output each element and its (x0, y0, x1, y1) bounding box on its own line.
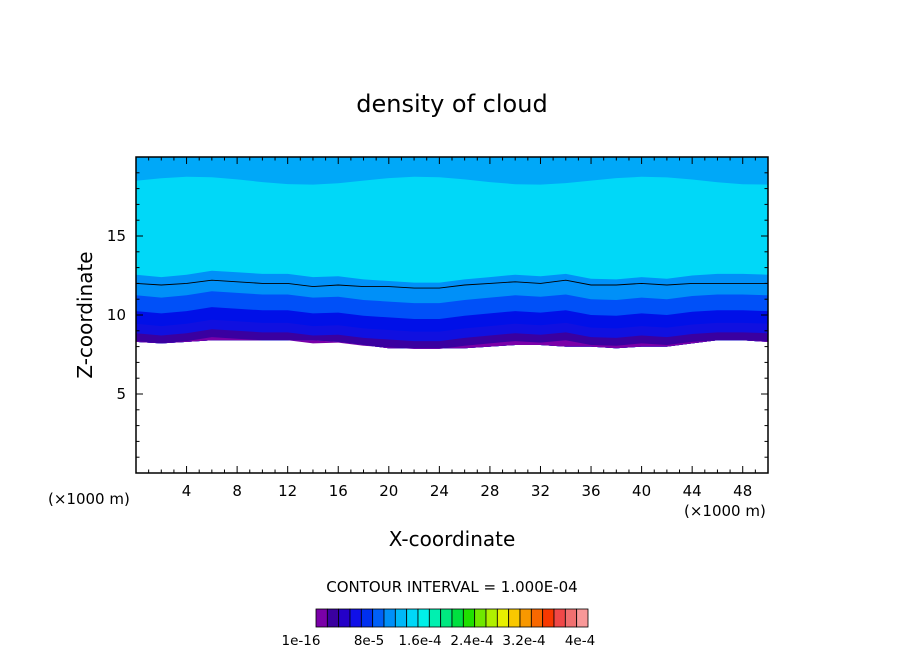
contour-interval-label: CONTOUR INTERVAL = 1.000E-04 (326, 578, 577, 596)
contour-band (136, 329, 768, 349)
x-tick-label: 16 (329, 482, 348, 500)
colorbar-swatch (553, 608, 566, 628)
x-tick-label: 36 (581, 482, 600, 500)
colorbar-swatch (315, 608, 328, 628)
colorbar-swatch (508, 608, 521, 628)
x-axis-label: X-coordinate (389, 527, 516, 551)
x-tick-label: 4 (182, 482, 192, 500)
x-unit-left: (×1000 m) (48, 490, 130, 508)
colorbar-swatch (576, 608, 589, 628)
colorbar-swatch (372, 608, 385, 628)
y-tick-labels: 5 10 15 (107, 227, 126, 403)
x-tick-labels: 4 8 12 16 20 24 28 32 36 40 44 48 (182, 482, 752, 500)
colorbar-swatch (496, 608, 510, 628)
chart-title: density of cloud (356, 90, 547, 118)
colorbar (315, 608, 589, 628)
colorbar-swatch (417, 608, 430, 628)
x-tick-label: 8 (232, 482, 242, 500)
x-tick-label: 12 (278, 482, 297, 500)
colorbar-label: 4e-4 (565, 633, 595, 649)
colorbar-label: 8e-5 (354, 633, 384, 649)
colorbar-swatch (530, 608, 544, 628)
y-tick-label: 10 (107, 306, 126, 324)
colorbar-label: 1e-16 (282, 633, 321, 649)
colorbar-swatch (383, 608, 396, 628)
x-tick-label: 24 (430, 482, 449, 500)
x-tick-label: 40 (632, 482, 651, 500)
colorbar-swatch (406, 608, 419, 628)
x-tick-label: 28 (480, 482, 499, 500)
x-tick-label: 44 (683, 482, 702, 500)
colorbar-swatch (338, 608, 351, 628)
colorbar-swatch (326, 608, 340, 628)
contour-line (136, 279, 768, 289)
colorbar-swatch (349, 608, 362, 628)
contour-lines (136, 279, 768, 289)
x-unit-right: (×1000 m) (684, 502, 766, 520)
x-tick-label: 32 (531, 482, 550, 500)
colorbar-swatch (394, 608, 408, 628)
colorbar-label: 1.6e-4 (398, 633, 441, 649)
axis-ticks (136, 157, 768, 473)
colorbar-swatch (474, 608, 487, 628)
colorbar-swatch (519, 608, 532, 628)
colorbar-label: 3.2e-4 (502, 633, 545, 649)
y-tick-label: 5 (116, 385, 126, 403)
colorbar-swatch (451, 608, 464, 628)
x-tick-label: 20 (379, 482, 398, 500)
colorbar-swatch (440, 608, 453, 628)
x-tick-label: 48 (733, 482, 752, 500)
contour-band (136, 337, 768, 349)
colorbar-labels: 1e-16 8e-5 1.6e-4 2.4e-4 3.2e-4 4e-4 (282, 633, 596, 649)
y-tick-label: 15 (107, 227, 126, 245)
colorbar-swatch (428, 608, 442, 628)
contour-fill (136, 157, 768, 349)
colorbar-label: 2.4e-4 (450, 633, 493, 649)
colorbar-swatch (360, 608, 374, 628)
colorbar-swatch (485, 608, 498, 628)
colorbar-swatch (462, 608, 476, 628)
y-axis-label: Z-coordinate (73, 251, 97, 378)
colorbar-swatch (564, 608, 578, 628)
colorbar-swatch (542, 608, 555, 628)
